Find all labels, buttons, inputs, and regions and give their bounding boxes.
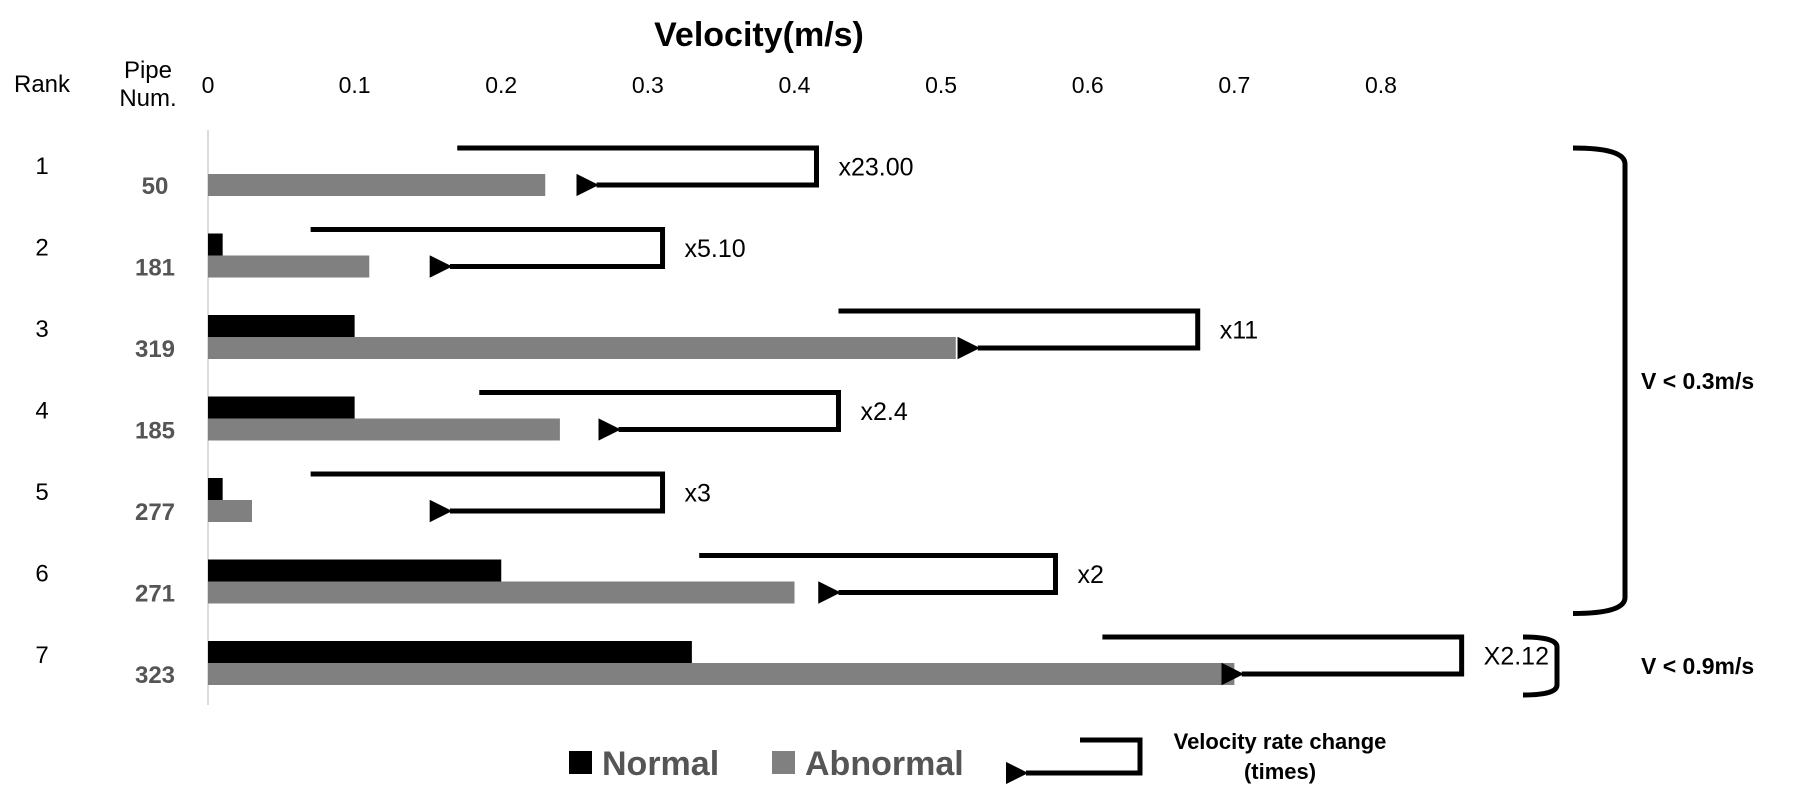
bar-normal (208, 559, 502, 582)
group-bracket (1522, 634, 1560, 698)
rank-label: 7 (35, 642, 48, 669)
rate-change-arrow (457, 145, 819, 197)
bar-abnormal (208, 337, 956, 359)
pipe-number-label: 323 (135, 662, 175, 689)
pipe-header-line1: Pipe (124, 57, 172, 84)
bar-abnormal (208, 255, 370, 278)
rank-label: 5 (35, 479, 48, 506)
x-axis-ticks: 0 0.1 0.2 0.3 0.4 0.5 0.6 0.7 0.8 (202, 72, 1397, 98)
rate-change-label: x2.4 (860, 398, 907, 426)
x-tick-label: 0.7 (1218, 72, 1250, 98)
rate-change-arrow (1102, 634, 1465, 686)
bar-abnormal (208, 174, 546, 196)
rate-change-arrow (310, 227, 666, 278)
rate-change-label: x3 (685, 480, 711, 508)
legend-rate-change-arrow-icon (1005, 737, 1143, 785)
bar-abnormal (208, 663, 1235, 685)
velocity-group-label: V < 0.3m/s (1641, 368, 1754, 394)
x-tick-label: 0.8 (1365, 72, 1397, 98)
x-tick-label: 0.6 (1072, 72, 1104, 98)
legend-rate-change-label-line1: Velocity rate change (1174, 729, 1387, 754)
pipe-number-label: 185 (135, 418, 175, 445)
bar-abnormal (208, 418, 560, 441)
bar-normal (208, 478, 223, 500)
legend-abnormal-swatch (772, 751, 795, 774)
rate-change-arrows: x23.00 x5.10 x11 x2.4 x3 x2 X2.12 (310, 145, 1549, 686)
group-bracket (1572, 145, 1628, 616)
rate-change-label: X2.12 (1484, 643, 1549, 671)
x-tick-label: 0 (202, 72, 215, 98)
pipe-number-label: 50 (142, 173, 169, 200)
legend-abnormal-label: Abnormal (805, 745, 964, 783)
bar-normal (208, 233, 223, 256)
row-labels: 1 50 2 181 3 319 4 185 5 277 6 271 7 323 (35, 153, 175, 689)
rate-change-arrow (479, 390, 841, 441)
rate-change-arrow (699, 553, 1058, 604)
pipe-number-label: 181 (135, 255, 175, 282)
rate-change-label: x11 (1220, 317, 1258, 345)
pipe-header-line2: Num. (119, 85, 176, 112)
x-tick-label: 0.5 (925, 72, 957, 98)
chart-title: Velocity(m/s) (654, 16, 864, 54)
x-tick-label: 0.4 (779, 72, 811, 98)
rank-label: 1 (35, 153, 48, 180)
rate-change-arrow (310, 471, 666, 523)
rate-change-label: x23.00 (838, 154, 913, 182)
pipe-number-label: 277 (135, 499, 175, 526)
pipe-number-label: 271 (135, 581, 175, 608)
bar-normal (208, 315, 355, 337)
x-tick-label: 0.2 (485, 72, 517, 98)
legend-normal-label: Normal (602, 745, 719, 783)
bars (208, 174, 1235, 685)
legend-rate-change-label-line2: (times) (1244, 759, 1316, 784)
legend: Normal Abnormal Velocity rate change (ti… (569, 729, 1387, 785)
rank-label: 2 (35, 235, 48, 262)
rank-header: Rank (14, 71, 71, 98)
bar-abnormal (208, 500, 252, 522)
bar-normal (208, 641, 692, 663)
pipe-number-label: 319 (135, 336, 175, 363)
rate-change-arrow (838, 308, 1201, 360)
rate-change-label: x5.10 (685, 235, 746, 263)
legend-normal-swatch (569, 751, 592, 774)
bar-abnormal (208, 581, 795, 604)
x-tick-label: 0.3 (632, 72, 664, 98)
rank-label: 3 (35, 316, 48, 343)
rank-label: 6 (35, 561, 48, 588)
rate-change-label: x2 (1077, 561, 1103, 589)
rank-label: 4 (35, 398, 48, 425)
velocity-group-brackets: V < 0.3m/s V < 0.9m/s (1522, 145, 1754, 698)
x-tick-label: 0.1 (339, 72, 371, 98)
velocity-group-label: V < 0.9m/s (1641, 653, 1754, 679)
bar-normal (208, 396, 355, 419)
